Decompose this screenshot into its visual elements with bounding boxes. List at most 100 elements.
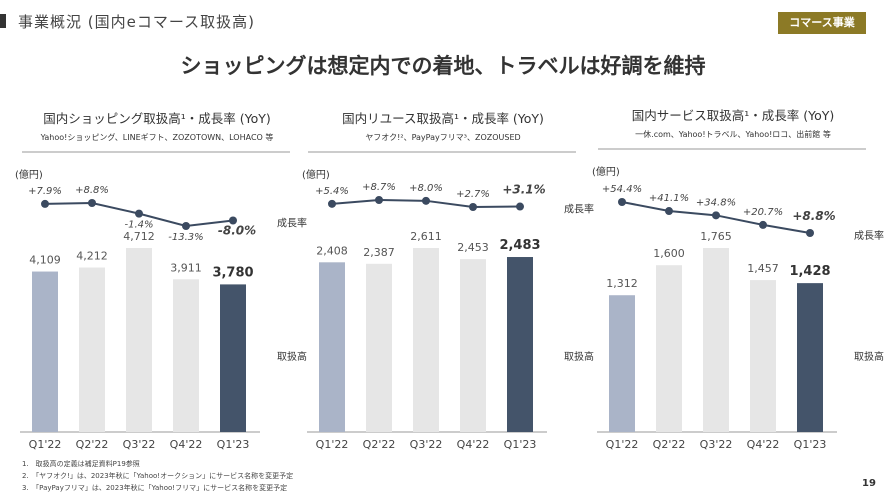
growth-point xyxy=(328,199,336,208)
growth-point xyxy=(41,199,49,208)
bar-Q1'22 xyxy=(32,271,58,432)
bar-value-label: 1,312 xyxy=(606,277,638,290)
x-tick-label: Q1'23 xyxy=(504,438,537,451)
growth-label: +3.1% xyxy=(502,183,545,197)
bar-value-label: 4,712 xyxy=(123,230,155,243)
growth-point xyxy=(422,196,430,205)
panel-title-reuse: 国内リユース取扱高¹・成長率 (YoY) xyxy=(342,111,544,126)
bar-value-label: 2,611 xyxy=(410,230,442,243)
growth-point xyxy=(135,209,143,218)
growth-label: +8.8% xyxy=(792,209,835,223)
bar-value-label: 1,457 xyxy=(747,262,779,275)
page-number: 19 xyxy=(862,478,876,489)
panel-subtitle-shopping: Yahoo!ショッピング、LINEギフト、ZOZOTOWN、LOHACO 等 xyxy=(40,133,274,142)
bar-Q4'22 xyxy=(460,259,486,432)
line-legend-label: 成長率 xyxy=(564,203,594,216)
bar-Q3'22 xyxy=(126,248,152,432)
growth-label: +34.8% xyxy=(696,197,736,208)
growth-label: +8.7% xyxy=(362,182,396,193)
x-tick-label: Q3'22 xyxy=(700,438,733,451)
bar-legend-label: 取扱高 xyxy=(277,350,307,363)
bar-Q2'22 xyxy=(366,263,392,432)
x-tick-label: Q4'22 xyxy=(747,438,780,451)
x-tick-label: Q2'22 xyxy=(76,438,109,451)
growth-point xyxy=(665,207,673,216)
section-title: 事業概況 (国内eコマース取扱高) xyxy=(18,13,255,31)
growth-point xyxy=(182,222,190,230)
bar-Q1'23 xyxy=(220,284,246,432)
bar-value-label: 1,600 xyxy=(653,247,685,260)
growth-point xyxy=(516,202,524,211)
bar-Q4'22 xyxy=(173,279,199,432)
growth-label: -8.0% xyxy=(218,223,256,237)
growth-label: +20.7% xyxy=(743,207,783,218)
bar-Q1'23 xyxy=(797,283,823,432)
growth-label: -1.4% xyxy=(124,220,153,231)
panel-subtitle-reuse: ヤフオク!²、PayPayフリマ³、ZOZOUSED xyxy=(365,133,521,142)
growth-label: +8.8% xyxy=(75,185,109,196)
bar-value-label: 3,780 xyxy=(212,265,253,280)
x-tick-label: Q2'22 xyxy=(363,438,396,451)
bar-Q3'22 xyxy=(413,248,439,432)
bar-value-label: 3,911 xyxy=(170,261,202,274)
growth-point xyxy=(806,229,814,237)
bar-Q4'22 xyxy=(750,280,776,432)
unit-label: (億円) xyxy=(302,168,330,181)
x-tick-label: Q4'22 xyxy=(457,438,490,451)
bar-Q1'22 xyxy=(319,262,345,432)
x-tick-label: Q1'23 xyxy=(217,438,250,451)
growth-label: +8.0% xyxy=(409,183,443,194)
growth-point xyxy=(88,199,96,207)
footnote: 2. 「ヤフオク!」は、2023年秋に「Yahoo!オークション」にサービス名称… xyxy=(22,472,294,480)
x-tick-label: Q1'22 xyxy=(606,438,639,451)
x-tick-label: Q1'22 xyxy=(29,438,62,451)
bar-Q1'22 xyxy=(609,295,635,432)
panel-divider xyxy=(308,151,576,153)
footnote: 1. 取扱高の定義は補足資料P19参照 xyxy=(22,460,140,468)
line-legend-label: 成長率 xyxy=(854,229,884,242)
x-tick-label: Q4'22 xyxy=(170,438,203,451)
bar-value-label: 2,483 xyxy=(499,238,540,253)
growth-label: +7.9% xyxy=(28,186,62,197)
panel-subtitle-service: 一休.com、Yahoo!トラベル、Yahoo!ロコ、出前館 等 xyxy=(635,130,831,139)
bar-Q2'22 xyxy=(79,267,105,432)
panel-title-service: 国内サービス取扱高¹・成長率 (YoY) xyxy=(631,108,835,123)
x-tick-label: Q2'22 xyxy=(653,438,686,451)
bar-legend-label: 取扱高 xyxy=(854,350,884,363)
panel-title-shopping: 国内ショッピング取扱高¹・成長率 (YoY) xyxy=(43,111,271,126)
panel-divider xyxy=(598,148,866,150)
bar-value-label: 1,428 xyxy=(789,264,830,279)
segment-badge: コマース事業 xyxy=(778,12,866,34)
x-tick-label: Q1'23 xyxy=(794,438,827,451)
line-legend-label: 成長率 xyxy=(277,216,307,229)
footnote: 3. 「PayPayフリマ」は、2023年秋に「Yahoo!フリマ」にサービス名… xyxy=(22,484,288,492)
x-tick-label: Q1'22 xyxy=(316,438,349,451)
bar-Q2'22 xyxy=(656,265,682,432)
headline: ショッピングは想定内での着地、トラベルは好調を維持 xyxy=(180,54,706,78)
growth-point xyxy=(469,203,477,211)
growth-label: +41.1% xyxy=(649,193,689,204)
growth-point xyxy=(229,216,237,225)
bar-value-label: 1,765 xyxy=(700,230,732,243)
growth-point xyxy=(375,196,383,204)
bar-Q3'22 xyxy=(703,248,729,432)
growth-label: +54.4% xyxy=(602,184,642,195)
growth-point xyxy=(618,198,626,206)
growth-label: +5.4% xyxy=(315,186,349,197)
growth-label: +2.7% xyxy=(456,189,490,200)
charts: (億円) 4,109 Q1'22 4,212 Q2'22 4,712 Q3'22 3,911 Q… xyxy=(15,165,884,451)
unit-label: (億円) xyxy=(15,168,43,181)
x-tick-label: Q3'22 xyxy=(123,438,156,451)
header-marker xyxy=(0,14,6,28)
growth-point xyxy=(712,211,720,220)
bar-Q1'23 xyxy=(507,257,533,432)
bar-value-label: 2,453 xyxy=(457,241,489,254)
unit-label: (億円) xyxy=(592,165,620,178)
x-tick-label: Q3'22 xyxy=(410,438,443,451)
panel-divider xyxy=(22,151,290,153)
bar-legend-label: 取扱高 xyxy=(564,350,594,363)
bar-value-label: 2,387 xyxy=(363,246,395,259)
bar-value-label: 4,212 xyxy=(76,250,108,263)
growth-point xyxy=(759,220,767,229)
